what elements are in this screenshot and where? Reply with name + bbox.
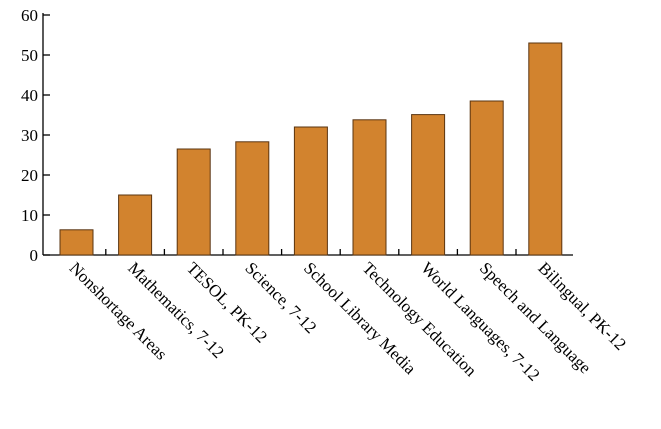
y-tick-label: 10 [21, 206, 38, 225]
bar [293, 126, 328, 256]
bar [352, 119, 387, 256]
y-tick-label: 60 [21, 6, 38, 25]
y-tick-label: 30 [21, 126, 38, 145]
bar [235, 141, 270, 256]
bar [176, 148, 211, 256]
y-tick-label: 20 [21, 166, 38, 185]
bar [411, 114, 446, 256]
bar [528, 42, 563, 256]
y-tick-label: 50 [21, 46, 38, 65]
x-category-label: Speech and Language [476, 258, 595, 377]
x-category-label: Technology Education [359, 258, 481, 380]
bar [469, 100, 504, 256]
y-tick-label: 40 [21, 86, 38, 105]
y-tick-label: 0 [30, 246, 39, 265]
bar [59, 229, 94, 256]
bar [118, 194, 153, 256]
x-category-label: Nonshortage Areas [66, 258, 171, 363]
x-category-label: School Library Media [300, 258, 420, 378]
